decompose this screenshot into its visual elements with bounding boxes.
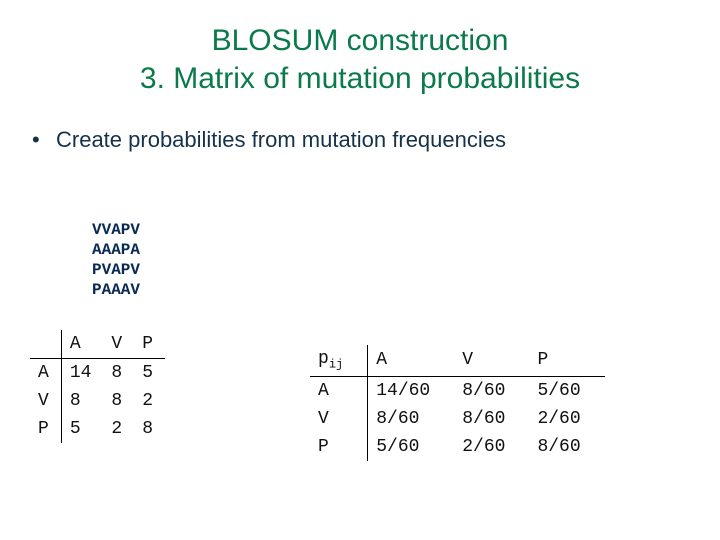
bullet-line: •Create probabilities from mutation freq…: [32, 127, 720, 153]
cell: 8: [61, 387, 103, 415]
title-line-1: BLOSUM construction: [212, 24, 509, 57]
table-header-row: A V P: [30, 330, 165, 359]
sequence-line: PAAAV: [92, 280, 140, 300]
col-header: A: [368, 345, 455, 376]
cell: 14/60: [368, 376, 455, 405]
cell: 2: [134, 387, 165, 415]
title-line-2: 3. Matrix of mutation probabilities: [140, 62, 580, 95]
probability-matrix: pij A V P A 14/60 8/60 5/60 V 8/60 8/60 …: [310, 345, 605, 461]
cell: 8: [134, 415, 165, 443]
row-header: A: [30, 359, 61, 388]
row-header: P: [30, 415, 61, 443]
sequence-line: AAAPA: [92, 240, 140, 260]
table-corner: [30, 330, 61, 359]
cell: 2: [103, 415, 134, 443]
table-row: V 8 8 2: [30, 387, 165, 415]
cell: 8/60: [454, 405, 529, 433]
cell: 5: [61, 415, 103, 443]
row-header: V: [310, 405, 368, 433]
col-header: A: [61, 330, 103, 359]
table-row: V 8/60 8/60 2/60: [310, 405, 605, 433]
table-row: P 5/60 2/60 8/60: [310, 433, 605, 461]
table-row: A 14 8 5: [30, 359, 165, 388]
cell: 14: [61, 359, 103, 388]
row-header: V: [30, 387, 61, 415]
table-row: A 14/60 8/60 5/60: [310, 376, 605, 405]
cell: 8/60: [368, 405, 455, 433]
bullet-dot-icon: •: [32, 127, 56, 153]
row-header: A: [310, 376, 368, 405]
cell: 5: [134, 359, 165, 388]
count-matrix: A V P A 14 8 5 V 8 8 2 P 5 2 8: [30, 330, 165, 443]
sequence-line: VVAPV: [92, 220, 140, 240]
corner-symbol: p: [318, 349, 329, 369]
cell: 2/60: [529, 405, 604, 433]
sequence-block: VVAPV AAAPA PVAPV PAAAV: [92, 220, 140, 300]
cell: 8/60: [454, 376, 529, 405]
cell: 8: [103, 387, 134, 415]
table-header-row: pij A V P: [310, 345, 605, 376]
cell: 8: [103, 359, 134, 388]
cell: 5/60: [368, 433, 455, 461]
row-header: P: [310, 433, 368, 461]
table-row: P 5 2 8: [30, 415, 165, 443]
col-header: V: [454, 345, 529, 376]
slide-title: BLOSUM construction 3. Matrix of mutatio…: [0, 0, 720, 97]
bullet-text: Create probabilities from mutation frequ…: [56, 127, 506, 152]
col-header: P: [529, 345, 604, 376]
cell: 5/60: [529, 376, 604, 405]
table-corner: pij: [310, 345, 368, 376]
corner-subscript: ij: [329, 358, 343, 372]
col-header: V: [103, 330, 134, 359]
cell: 8/60: [529, 433, 604, 461]
col-header: P: [134, 330, 165, 359]
sequence-line: PVAPV: [92, 260, 140, 280]
cell: 2/60: [454, 433, 529, 461]
